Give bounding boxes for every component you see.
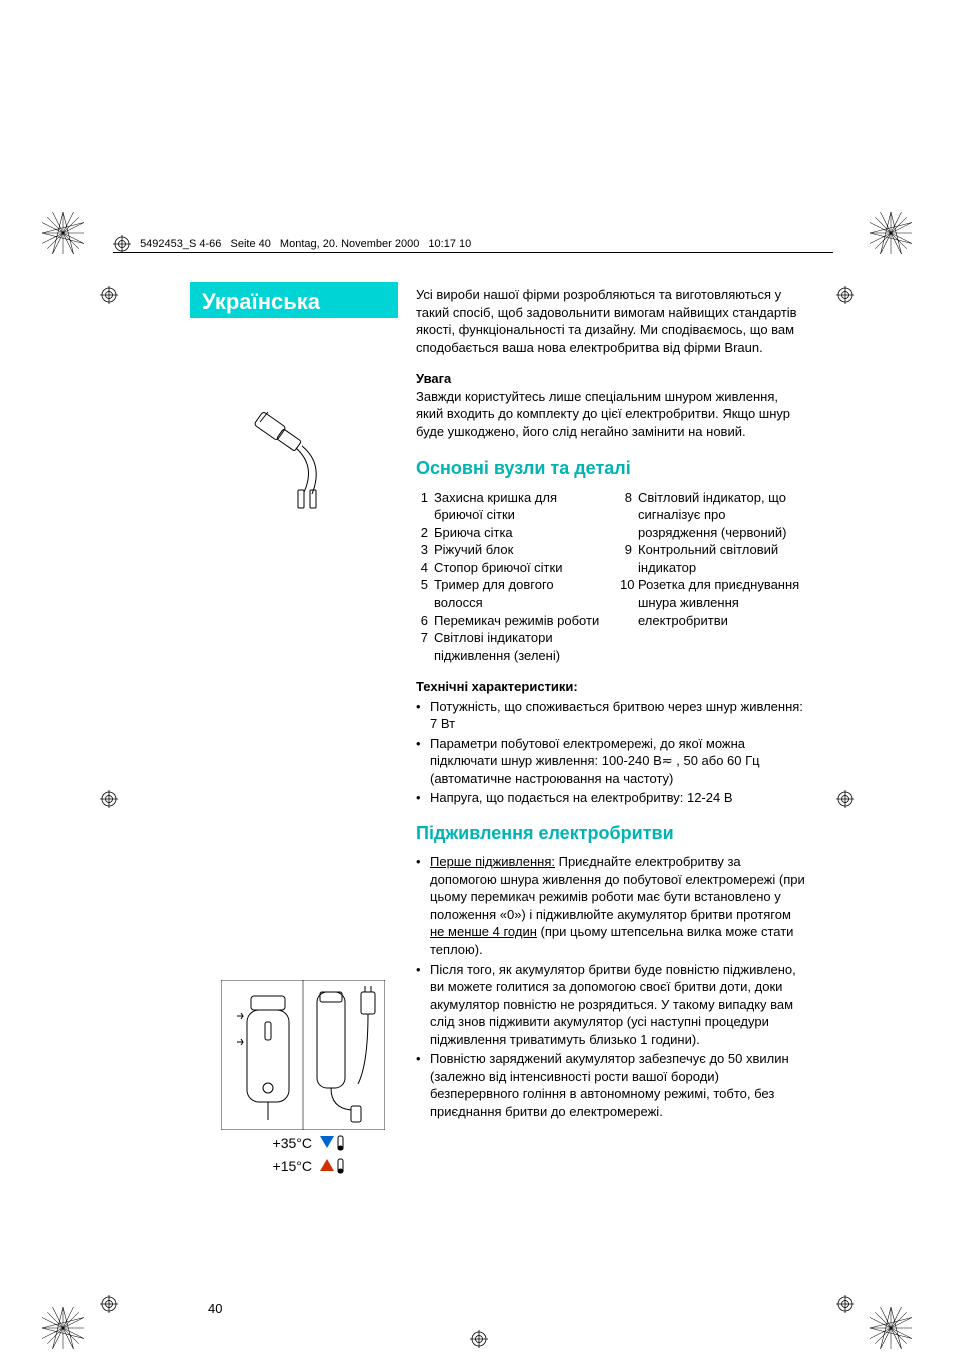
language-label: Українська xyxy=(202,289,320,314)
parts-num: 4 xyxy=(416,559,434,577)
parts-label: Світлові індикатори підживлення (зелені) xyxy=(434,629,602,664)
parts-col-left: 1Захисна кришка для бриючої сітки 2Бриюч… xyxy=(416,489,602,664)
parts-num: 2 xyxy=(416,524,434,542)
parts-num: 1 xyxy=(416,489,434,524)
parts-row: 4Стопор бриючої сітки xyxy=(416,559,602,577)
charging-item-text: Повністю заряджений акумулятор забезпечу… xyxy=(430,1050,806,1120)
parts-label: Бриюча сітка xyxy=(434,524,602,542)
tech-list: Потужність, що споживається бритвою чере… xyxy=(416,698,806,807)
page-number: 40 xyxy=(208,1300,222,1318)
warning-text: Завжди користуйтесь лише спеціальним шну… xyxy=(416,388,806,441)
parts-label: Ріжучий блок xyxy=(434,541,602,559)
temp-cold-row: +15°C xyxy=(264,1157,368,1176)
crop-mark-starburst xyxy=(42,1307,84,1349)
registration-mark-icon xyxy=(836,286,854,304)
tech-item-text: Параметри побутової електромережі, до як… xyxy=(430,735,806,788)
charging-item: Повністю заряджений акумулятор забезпечу… xyxy=(416,1050,806,1120)
power-cord-illustration xyxy=(238,400,348,510)
temperature-range: +35°C +15°C xyxy=(264,1134,368,1180)
charging-section-title: Підживлення електробритви xyxy=(416,821,806,845)
document-header: 5492453_S 4-66 Seite 40 Montag, 20. Nove… xyxy=(113,235,471,253)
parts-label: Захисна кришка для бриючої сітки xyxy=(434,489,602,524)
charging-item-text: Після того, як акумулятор бритви буде по… xyxy=(430,961,806,1049)
temp-hot-label: +35°C xyxy=(264,1134,312,1153)
registration-mark-icon xyxy=(113,235,131,253)
underline-text: не менше 4 годин xyxy=(430,924,537,939)
parts-label: Контрольний світловий індикатор xyxy=(638,541,806,576)
tech-item: Напруга, що подається на електробритву: … xyxy=(416,789,806,807)
registration-mark-icon xyxy=(100,286,118,304)
header-filename: 5492453_S 4-66 xyxy=(140,238,221,250)
parts-label: Розетка для приєднування шнура живлення … xyxy=(638,576,806,629)
parts-section-title: Основні вузли та деталі xyxy=(416,456,806,480)
parts-row: 9Контрольний світловий індикатор xyxy=(620,541,806,576)
tech-item: Потужність, що споживається бритвою чере… xyxy=(416,698,806,733)
parts-row: 1Захисна кришка для бриючої сітки xyxy=(416,489,602,524)
charging-item: Перше підживлення: Приєднайте електробри… xyxy=(416,853,806,958)
parts-label: Стопор бриючої сітки xyxy=(434,559,602,577)
parts-col-right: 8Світловий індикатор, що сигналізує про … xyxy=(620,489,806,664)
thermometer-down-icon xyxy=(318,1134,346,1152)
header-time: 10:17 10 xyxy=(428,238,471,250)
parts-columns: 1Захисна кришка для бриючої сітки 2Бриюч… xyxy=(416,489,806,664)
crop-mark-starburst xyxy=(870,212,912,254)
tech-item-text: Напруга, що подається на електробритву: … xyxy=(430,789,806,807)
temp-cold-label: +15°C xyxy=(264,1157,312,1176)
charging-item-text: Перше підживлення: Приєднайте електробри… xyxy=(430,853,806,958)
header-date: Montag, 20. November 2000 xyxy=(280,238,419,250)
parts-num: 5 xyxy=(416,576,434,611)
parts-row: 3Ріжучий блок xyxy=(416,541,602,559)
crop-mark-starburst xyxy=(870,1307,912,1349)
parts-row: 7Світлові індикатори підживлення (зелені… xyxy=(416,629,602,664)
registration-mark-icon xyxy=(100,790,118,808)
registration-mark-icon xyxy=(100,1295,118,1313)
parts-row: 6Перемикач режимів роботи xyxy=(416,612,602,630)
parts-row: 2Бриюча сітка xyxy=(416,524,602,542)
parts-label: Світловий індикатор, що сигналізує про р… xyxy=(638,489,806,542)
temp-hot-row: +35°C xyxy=(264,1134,368,1153)
main-content: Усі вироби нашої фірми розробляються та … xyxy=(416,286,806,1134)
crop-mark-starburst xyxy=(42,212,84,254)
parts-num: 9 xyxy=(620,541,638,576)
parts-num: 10 xyxy=(620,576,638,629)
parts-row: 5Тример для довгого волосся xyxy=(416,576,602,611)
tech-item: Параметри побутової електромережі, до як… xyxy=(416,735,806,788)
underline-text: Перше підживлення: xyxy=(430,854,555,869)
thermometer-up-icon xyxy=(318,1157,346,1175)
header-rule xyxy=(113,252,833,253)
tech-item-text: Потужність, що споживається бритвою чере… xyxy=(430,698,806,733)
charging-item: Після того, як акумулятор бритви буде по… xyxy=(416,961,806,1049)
parts-num: 8 xyxy=(620,489,638,542)
tech-title: Технічні характеристики: xyxy=(416,678,806,696)
parts-num: 7 xyxy=(416,629,434,664)
warning-title: Увага xyxy=(416,370,806,388)
registration-mark-icon xyxy=(836,790,854,808)
parts-row: 10Розетка для приєднування шнура живленн… xyxy=(620,576,806,629)
parts-row: 8Світловий індикатор, що сигналізує про … xyxy=(620,489,806,542)
header-page: Seite 40 xyxy=(230,238,270,250)
intro-paragraph: Усі вироби нашої фірми розробляються та … xyxy=(416,286,806,356)
charging-list: Перше підживлення: Приєднайте електробри… xyxy=(416,853,806,1120)
parts-label: Тример для довгого волосся xyxy=(434,576,602,611)
parts-num: 6 xyxy=(416,612,434,630)
registration-mark-icon xyxy=(836,1295,854,1313)
language-tab: Українська xyxy=(190,282,398,318)
registration-mark-icon xyxy=(470,1330,488,1348)
parts-label: Перемикач режимів роботи xyxy=(434,612,602,630)
parts-num: 3 xyxy=(416,541,434,559)
